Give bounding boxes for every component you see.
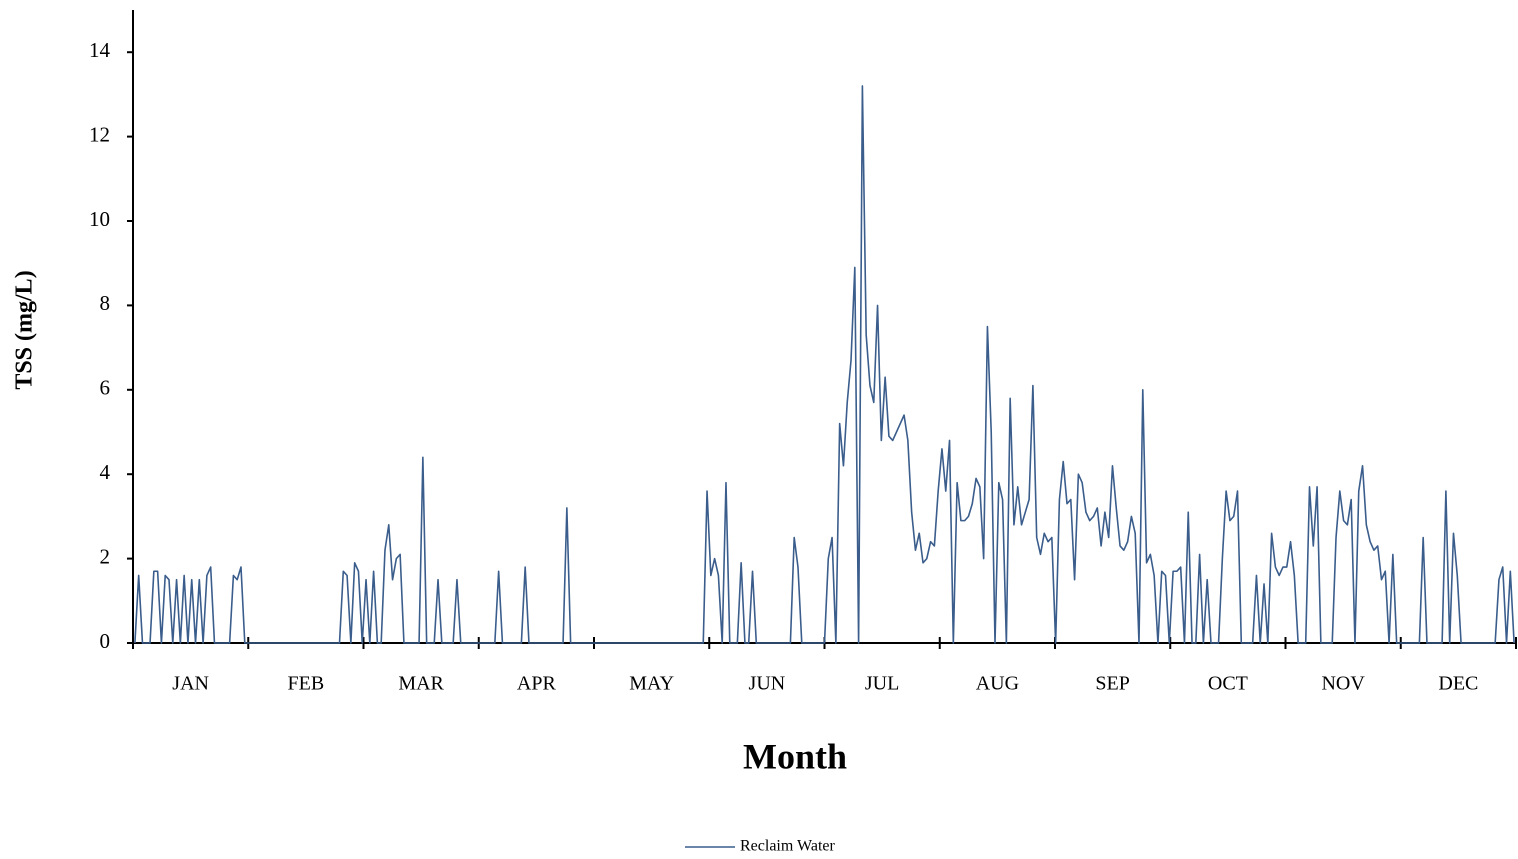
x-tick-label: OCT [1208,673,1248,695]
x-tick-label: MAR [398,673,444,695]
y-tick-label: 4 [100,460,111,484]
y-tick-label: 8 [100,291,111,315]
x-tick-label: JUL [865,673,899,695]
x-tick-label: MAY [629,673,674,695]
x-tick-label: AUG [976,673,1019,695]
x-tick-label: JUN [749,673,786,695]
y-axis-title: TSS (mg/L) [12,270,38,389]
legend-label: Reclaim Water [740,838,835,855]
x-axis-title: Month [743,736,847,776]
x-tick-label: APR [517,673,557,695]
x-tick-label: JAN [172,673,209,695]
y-tick-label: 10 [89,207,110,231]
y-tick-label: 14 [89,38,111,62]
y-tick-label: 0 [100,629,111,653]
data-line [134,85,1515,644]
x-tick-label: DEC [1438,673,1478,695]
x-tick-label: FEB [288,673,325,695]
y-tick-label: 6 [100,376,111,400]
y-tick-label: 2 [100,544,111,568]
x-tick-label: SEP [1095,673,1129,695]
y-tick-label: 12 [89,122,110,146]
x-tick-label: NOV [1321,673,1365,695]
